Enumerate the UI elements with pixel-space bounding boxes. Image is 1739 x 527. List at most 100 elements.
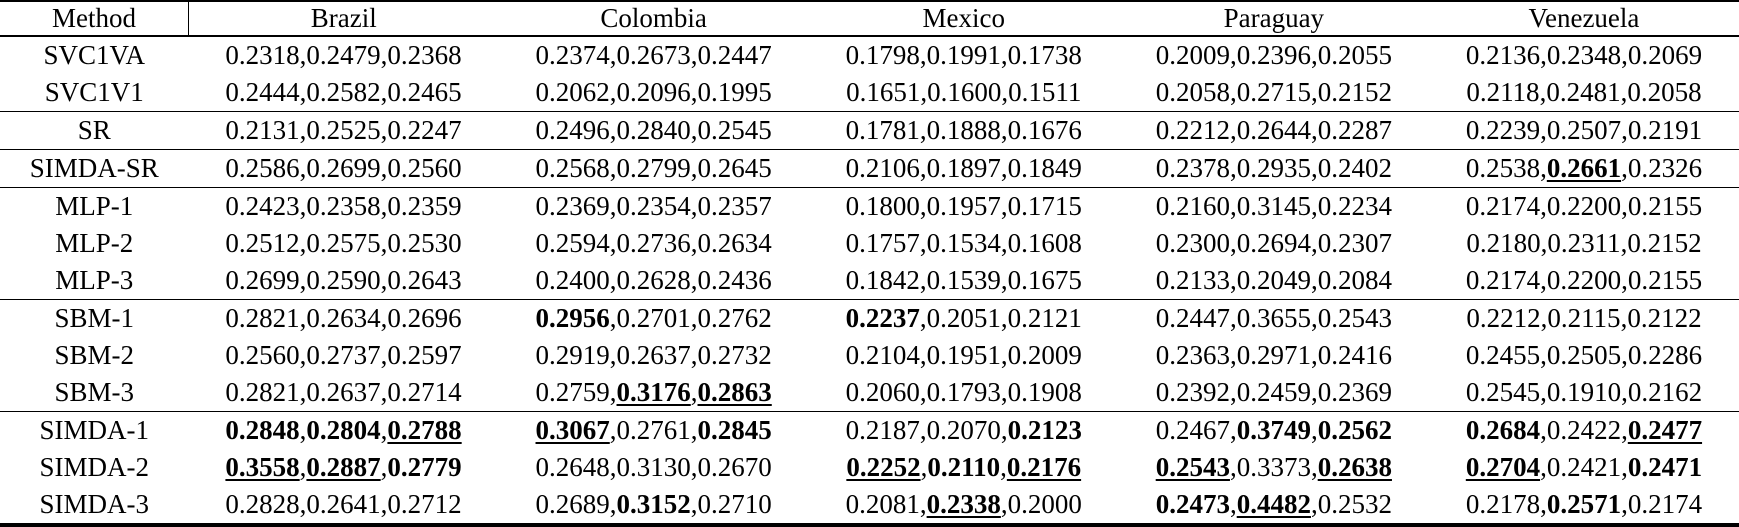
metrics-cell: 0.2081,0.2338,0.2000 [845,488,1082,519]
metric-value: 0.2694 [1236,228,1311,259]
metric-value: 0.2009 [1155,40,1230,71]
method-label: SIMDA-SR [29,153,159,184]
metric-value: 0.2761 [616,414,691,445]
metric-value: 0.2174 [1627,488,1703,519]
metrics-cell: 0.2821,0.2634,0.2696 [225,302,462,333]
metric-value: 0.1757 [845,228,920,259]
metric-value: 0.1793 [926,376,1001,407]
metric-value: 0.1738 [1007,40,1082,71]
metric-value: 0.2701 [616,302,691,333]
metrics-cell: 0.2318,0.2479,0.2368 [225,40,462,71]
method-label: MLP-3 [55,264,134,295]
metric-value: 0.2311 [1547,228,1621,259]
metric-value: 0.2369 [535,191,610,222]
metric-value: 0.2421 [1546,451,1622,482]
metric-value: 0.2106 [845,153,920,184]
metric-value: 0.2919 [535,339,610,370]
metric-value: 0.4482 [1236,488,1311,519]
metric-value: 0.1675 [1007,264,1082,295]
metrics-cell: 0.2447,0.3655,0.2543 [1155,302,1392,333]
metric-value: 0.2710 [697,488,772,519]
metric-value: 0.2358 [306,191,381,222]
metric-value: 0.2538 [1465,153,1541,184]
metric-value: 0.3152 [616,488,691,519]
metric-value: 0.2200 [1546,264,1622,295]
metric-value: 0.1539 [926,264,1001,295]
metric-value: 0.2479 [306,40,381,71]
metric-value: 0.2104 [845,339,920,370]
metric-value: 0.2155 [1627,191,1703,222]
metric-value: 0.2455 [1465,339,1541,370]
metric-value: 0.1781 [845,115,920,146]
metric-value: 0.2543 [1155,451,1230,482]
metrics-cell: 0.2160,0.3145,0.2234 [1155,191,1392,222]
metric-value: 0.2359 [387,191,462,222]
metric-value: 0.2935 [1236,153,1311,184]
metric-value: 0.2174 [1465,191,1541,222]
metric-value: 0.2704 [1465,451,1541,482]
metric-value: 0.2594 [535,228,610,259]
metric-value: 0.2714 [387,376,462,407]
metric-value: 0.3655 [1236,302,1311,333]
table-body: SVC1VA 0.2318,0.2479,0.2368 0.2374,0.2673,… [0,36,1739,525]
metric-value: 0.2586 [225,153,300,184]
column-header-venezuela: Venezuela [1528,3,1640,33]
metrics-cell: 0.1842,0.1539,0.1675 [845,264,1082,295]
metric-value: 0.2060 [845,376,920,407]
metric-value: 0.2505 [1546,339,1622,370]
metric-value: 0.2155 [1627,264,1703,295]
metrics-cell: 0.2473,0.4482,0.2532 [1155,488,1392,519]
metric-value: 0.2562 [1317,414,1392,445]
metric-value: 0.2638 [1317,451,1392,482]
metric-value: 0.2848 [225,414,300,445]
metric-value: 0.2176 [1006,451,1082,482]
metric-value: 0.2473 [1155,488,1230,519]
metric-value: 0.2160 [1155,191,1230,222]
method-label: SVC1VA [43,40,146,71]
metric-value: 0.2191 [1627,115,1703,146]
metrics-cell: 0.2467,0.3749,0.2562 [1155,414,1392,445]
table-row: MLP-1 0.2423,0.2358,0.2359 0.2369,0.2354,0… [0,187,1739,225]
metric-value: 0.2234 [1317,191,1392,222]
metrics-cell: 0.2821,0.2637,0.2714 [225,376,462,407]
metric-value: 0.2545 [697,115,772,146]
metric-value: 0.1951 [926,339,1001,370]
metric-value: 0.2661 [1546,153,1622,184]
metric-value: 0.2070 [926,414,1001,445]
metrics-cell: 0.2594,0.2736,0.2634 [535,228,772,259]
metric-value: 0.2471 [1627,451,1703,482]
metric-value: 0.2804 [306,414,381,445]
table-row: SVC1VA 0.2318,0.2479,0.2368 0.2374,0.2673,… [0,36,1739,74]
metrics-cell: 0.1798,0.1991,0.1738 [845,40,1082,71]
metric-value: 0.2759 [535,376,610,407]
metrics-cell: 0.1757,0.1534,0.1608 [845,228,1082,259]
metric-value: 0.3373 [1236,451,1311,482]
metric-value: 0.2568 [535,153,610,184]
metrics-cell: 0.2133,0.2049,0.2084 [1155,264,1392,295]
metric-value: 0.2543 [1317,302,1392,333]
metric-value: 0.2300 [1155,228,1230,259]
metric-value: 0.2779 [387,451,462,482]
metric-value: 0.2286 [1627,339,1703,370]
metric-value: 0.2571 [1546,488,1622,519]
metric-value: 0.2423 [225,191,300,222]
metric-value: 0.2122 [1627,302,1702,333]
metrics-cell: 0.2131,0.2525,0.2247 [225,115,462,146]
metrics-cell: 0.2560,0.2737,0.2597 [225,339,462,370]
metrics-cell: 0.2363,0.2971,0.2416 [1155,339,1392,370]
metrics-cell: 0.2239,0.2507,0.2191 [1465,115,1703,146]
metric-value: 0.2643 [387,264,462,295]
metric-value: 0.1534 [926,228,1001,259]
metrics-cell: 0.2187,0.2070,0.2123 [845,414,1082,445]
metric-value: 0.2121 [1007,302,1082,333]
metrics-cell: 0.2174,0.2200,0.2155 [1465,191,1703,222]
metric-value: 0.2821 [225,302,300,333]
metric-value: 0.2212 [1466,302,1541,333]
metric-value: 0.2507 [1546,115,1622,146]
metrics-cell: 0.2704,0.2421,0.2471 [1465,451,1703,482]
metric-value: 0.2736 [616,228,691,259]
metrics-cell: 0.3067,0.2761,0.2845 [535,414,772,445]
metrics-cell: 0.2060,0.1793,0.1908 [845,376,1082,407]
metric-value: 0.3067 [535,414,610,445]
